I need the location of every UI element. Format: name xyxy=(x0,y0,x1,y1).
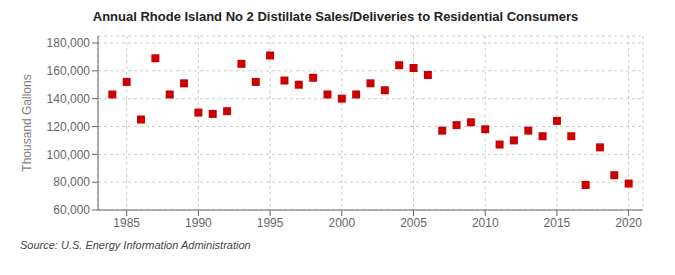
svg-text:100,000: 100,000 xyxy=(47,148,91,162)
html-text:Annual Rhode Island No 2 Disti: Annual Rhode Island No 2 Distillate Sale… xyxy=(92,9,579,24)
svg-text:Thousand Gallons: Thousand Gallons xyxy=(20,74,34,171)
svg-text:140,000: 140,000 xyxy=(47,92,91,106)
svg-text:180,000: 180,000 xyxy=(47,36,91,50)
svg-text:2020: 2020 xyxy=(615,216,642,230)
html-text:Source: U.S. Energy Informatio: Source: U.S. Energy Information Administ… xyxy=(20,239,251,251)
svg-text:1995: 1995 xyxy=(257,216,284,230)
svg-text:2015: 2015 xyxy=(544,216,571,230)
svg-text:80,000: 80,000 xyxy=(53,175,90,189)
svg-text:120,000: 120,000 xyxy=(47,120,91,134)
svg-text:160,000: 160,000 xyxy=(47,64,91,78)
svg-text:2000: 2000 xyxy=(328,216,355,230)
svg-text:1985: 1985 xyxy=(113,216,140,230)
svg-text:1990: 1990 xyxy=(185,216,212,230)
svg-text:2005: 2005 xyxy=(400,216,427,230)
svg-text:2010: 2010 xyxy=(472,216,499,230)
svg-text:60,000: 60,000 xyxy=(53,203,90,217)
